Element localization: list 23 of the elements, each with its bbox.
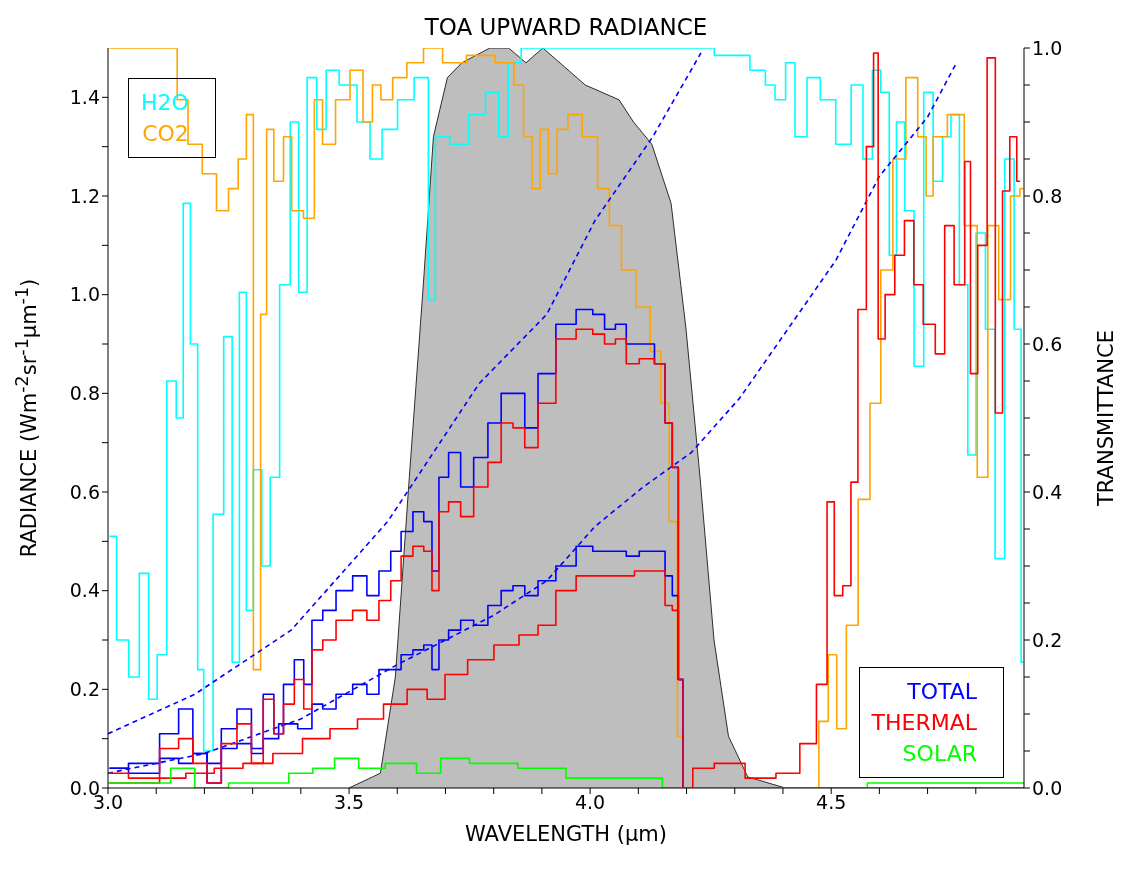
series-label: SOLAR: [901, 740, 977, 768]
y2-tick-label: 0.4: [1032, 480, 1063, 503]
y-tick-label: 0.4: [69, 579, 100, 602]
text: THERMAL: [871, 709, 977, 737]
x-tick-label: 4.5: [816, 791, 847, 814]
x-axis-title: WAVELENGTH (μm): [464, 822, 668, 846]
y2-tick-label: 0.0: [1032, 776, 1063, 799]
y-tick-label: 1.2: [69, 184, 100, 207]
y-tick-label: 0.2: [69, 678, 100, 701]
y-tick-label: 1.0: [69, 283, 100, 306]
y2-tick-label: 0.2: [1032, 628, 1063, 651]
y2-tick-label: 0.8: [1032, 184, 1063, 207]
y2-axis-title: TRANSMITTANCE: [1094, 330, 1118, 506]
y-tick-label: 0.8: [69, 382, 100, 405]
y-tick-label: 1.4: [69, 86, 100, 109]
chart-title: TOA UPWARD RADIANCE: [423, 14, 709, 40]
x-tick-label: 4.0: [575, 791, 606, 814]
text: TOTAL: [906, 678, 977, 706]
x-tick-label: 3.5: [333, 791, 365, 814]
series-label: CO2: [141, 120, 189, 148]
y2-tick-label: 1.0: [1032, 36, 1063, 59]
y2-tick-label: 0.6: [1032, 332, 1063, 355]
y-tick-label: 0.6: [69, 480, 100, 503]
